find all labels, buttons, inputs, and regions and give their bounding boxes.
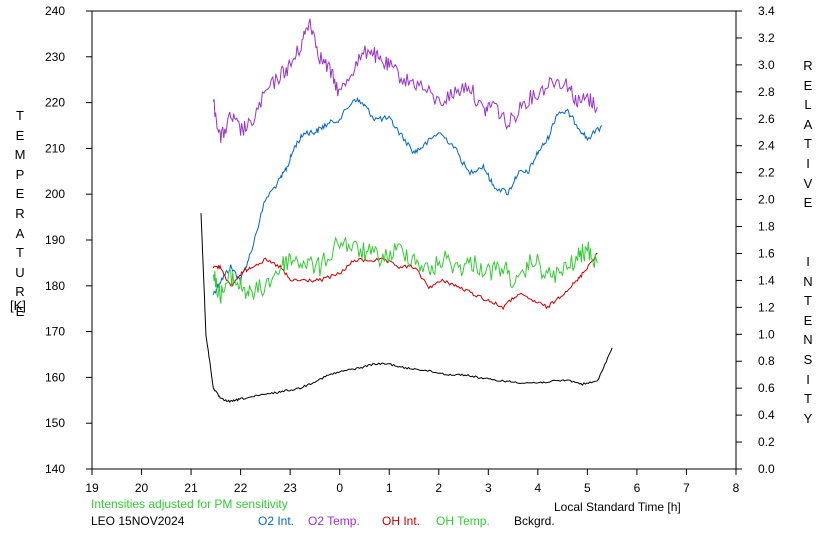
x-axis: 19 20 21 22 23 0 1 2 3 4 5 6 7 8: [85, 469, 740, 495]
series-line-o2-int: [212, 96, 603, 295]
x-tick-label: 21: [184, 481, 198, 495]
right-tick-label: 2.8: [758, 85, 775, 99]
sensitivity-note: Intensities adjusted for PM sensitivity: [91, 497, 288, 511]
x-tick-label: 3: [485, 481, 492, 495]
right-tick-label: 3.4: [758, 4, 775, 18]
left-tick-label: 190: [45, 233, 65, 247]
series-line-o2-temp: [212, 18, 598, 143]
right-tick-label: 0.2: [758, 435, 775, 449]
right-tick-label: 0.8: [758, 354, 775, 368]
station-date: LEO 15NOV2024: [91, 514, 185, 528]
legend-o2-temp: O2 Temp.: [308, 514, 360, 528]
left-tick-label: 230: [45, 50, 65, 64]
left-tick-label: 210: [45, 141, 65, 155]
x-tick-label: 7: [683, 481, 690, 495]
series-line-bckgrd: [200, 213, 613, 403]
x-tick-label: 22: [234, 481, 248, 495]
right-tick-label: 1.2: [758, 300, 775, 314]
series-line-oh-temp: [212, 235, 598, 304]
right-tick-label: 0.6: [758, 381, 775, 395]
series-line-oh-int: [212, 253, 598, 311]
x-tick-label: 4: [535, 481, 542, 495]
x-axis-title: Local Standard Time [h]: [554, 500, 681, 514]
left-axis: 140 150 160 170 180 190 200 210 220 230 240: [45, 4, 92, 476]
plot-frame: [91, 10, 737, 470]
right-tick-label: 2.6: [758, 112, 775, 126]
left-axis-unit: [K]: [10, 298, 26, 313]
legend-o2-int: O2 Int.: [258, 514, 295, 528]
right-tick-label: 2.2: [758, 166, 775, 180]
left-tick-label: 180: [45, 279, 65, 293]
right-tick-label: 1.0: [758, 327, 775, 341]
left-tick-label: 220: [45, 96, 65, 110]
x-tick-label: 6: [634, 481, 641, 495]
left-tick-label: 200: [45, 187, 65, 201]
right-axis-title: R E L A T I V E I N T E N S I T Y: [803, 58, 813, 426]
left-tick-label: 240: [45, 4, 65, 18]
x-tick-label: 23: [283, 481, 297, 495]
legend-oh-int: OH Int.: [382, 514, 421, 528]
x-tick-label: 0: [336, 481, 343, 495]
x-tick-label: 1: [386, 481, 393, 495]
right-tick-label: 3.2: [758, 31, 775, 45]
right-tick-label: 0.0: [758, 462, 775, 476]
right-tick-label: 0.4: [758, 408, 775, 422]
left-tick-label: 160: [45, 370, 65, 384]
x-tick-label: 19: [85, 481, 99, 495]
left-axis-title: T E M P E R A T U R E: [14, 108, 26, 319]
x-tick-label: 5: [584, 481, 591, 495]
left-tick-label: 150: [45, 416, 65, 430]
right-tick-label: 2.4: [758, 139, 775, 153]
x-tick-label: 2: [435, 481, 442, 495]
series-layer: [200, 18, 613, 403]
left-tick-label: 140: [45, 462, 65, 476]
left-tick-label: 170: [45, 325, 65, 339]
right-axis: 0.0 0.2 0.4 0.6 0.8 1.0 1.2 1.4 1.6 1.8 2.0 2.2 2.4 2…: [736, 4, 775, 476]
legend-bckgrd: Bckgrd.: [514, 514, 555, 528]
x-tick-label: 20: [135, 481, 149, 495]
right-tick-label: 3.0: [758, 58, 775, 72]
legend-oh-temp: OH Temp.: [436, 514, 490, 528]
right-tick-label: 1.6: [758, 246, 775, 260]
x-tick-label: 8: [733, 481, 740, 495]
right-tick-label: 2.0: [758, 193, 775, 207]
right-tick-label: 1.4: [758, 273, 775, 287]
right-tick-label: 1.8: [758, 220, 775, 234]
